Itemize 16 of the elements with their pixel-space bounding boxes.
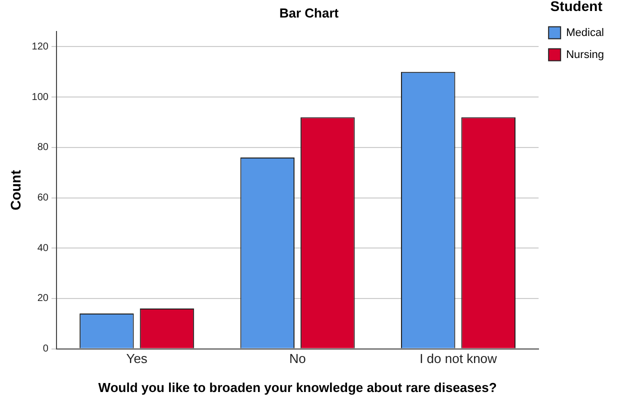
y-tick-label: 120 [32, 41, 49, 52]
x-tick-label: Yes [126, 351, 148, 366]
x-tick-label: I do not know [420, 351, 498, 366]
y-tick-label: 80 [37, 142, 49, 154]
legend-label: Medical [566, 26, 604, 39]
y-axis-title: Count [7, 170, 24, 210]
y-tick-label: 20 [37, 293, 49, 304]
y-tick-label: 40 [37, 242, 49, 254]
x-axis-title: Would you like to broaden your knowledge about rare diseases? [98, 380, 497, 395]
chart-title: Bar Chart [279, 5, 340, 20]
y-tick-label: 60 [37, 192, 49, 204]
legend-title: Student [550, 0, 603, 14]
y-tick-label: 100 [32, 92, 49, 103]
legend-label: Nursing [566, 48, 604, 61]
y-tick-label: 0 [42, 344, 49, 355]
x-tick-label: No [289, 351, 306, 366]
